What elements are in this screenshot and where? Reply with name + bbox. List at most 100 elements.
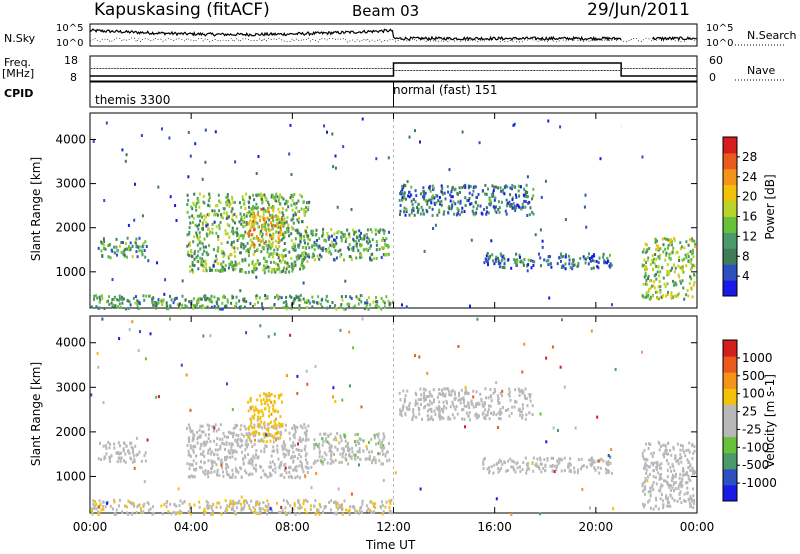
velocity-noise-cell <box>350 492 353 496</box>
velocity-noise-cell <box>561 318 563 322</box>
velocity-noise-cell <box>457 345 460 348</box>
velocity-noise-cell <box>612 507 615 511</box>
velocity-noise-cell <box>278 511 280 515</box>
power-noise-cell <box>512 123 515 127</box>
velocity-echo-region-2 <box>247 392 284 444</box>
freq-tick-top: 18 <box>64 54 78 67</box>
velocity-noise-cell <box>574 426 577 430</box>
power-noise-cell <box>290 173 293 176</box>
power-noise-cell <box>204 160 207 164</box>
nave-tick-top: 60 <box>709 54 723 67</box>
velocity-colorbar-segment <box>723 356 737 373</box>
nsky-tick-top: 10^5 <box>56 23 84 34</box>
velocity-y-tick-label: 1000 <box>55 469 86 483</box>
velocity-noise-cell <box>296 374 299 378</box>
velocity-noise-cell <box>418 355 421 359</box>
velocity-noise-cell <box>289 333 292 337</box>
nave-tick-bottom: 0 <box>709 71 716 84</box>
power-noise-cell <box>163 292 166 296</box>
power-noise-cell <box>141 214 144 218</box>
velocity-noise-cell <box>269 507 272 511</box>
velocity-data-gap <box>621 317 642 512</box>
power-noise-cell <box>408 195 411 199</box>
velocity-noise-cell <box>226 382 228 386</box>
power-noise-cell <box>585 225 588 229</box>
velocity-noise-cell <box>539 412 542 416</box>
velocity-noise-cell <box>347 509 350 513</box>
velocity-noise-cell <box>231 408 234 411</box>
velocity-noise-cell <box>285 374 288 378</box>
velocity-colorbar-segment <box>723 436 737 454</box>
velocity-noise-cell <box>296 392 299 395</box>
power-noise-cell <box>292 213 295 217</box>
velocity-noise-cell <box>609 455 612 459</box>
velocity-noise-cell <box>545 440 548 444</box>
velocity-noise-cell <box>581 487 584 491</box>
power-noise-cell <box>584 193 587 197</box>
power-noise-cell <box>306 254 309 258</box>
cpid-mode-2: normal (fast) 151 <box>393 83 498 97</box>
velocity-noise-cell <box>614 367 617 371</box>
velocity-noise-cell <box>394 471 397 475</box>
velocity-noise-cell <box>128 328 131 332</box>
power-noise-cell <box>175 219 178 222</box>
x-tick-label: 20:00 <box>579 520 614 534</box>
power-noise-cell <box>461 130 464 134</box>
velocity-noise-cell <box>102 401 105 404</box>
power-noise-cell <box>111 278 114 281</box>
power-noise-cell <box>198 223 200 227</box>
power-noise-cell <box>401 303 403 307</box>
power-noise-cell <box>478 141 481 145</box>
velocity-noise-cell <box>303 474 306 478</box>
freq-label: Freq. <box>4 56 32 69</box>
velocity-noise-cell <box>361 317 364 321</box>
power-noise-cell <box>423 249 426 253</box>
velocity-colorbar-tick-label: -500 <box>742 458 769 472</box>
nsky-tick-bottom: 10^0 <box>56 38 84 49</box>
x-tick-label: 04:00 <box>174 520 209 534</box>
velocity-y-tick-label: 4000 <box>55 336 86 350</box>
velocity-noise-cell <box>306 382 309 386</box>
x-axis-label: Time UT <box>366 538 416 552</box>
power-noise-cell <box>164 278 167 282</box>
velocity-noise-cell <box>118 337 121 341</box>
power-noise-cell <box>194 142 197 146</box>
velocity-noise-cell <box>137 349 140 352</box>
nsearch-trace <box>89 37 698 43</box>
velocity-noise-cell <box>149 332 152 336</box>
power-noise-cell <box>266 265 269 269</box>
x-tick-label: 00:00 <box>73 520 108 534</box>
power-data-gap <box>621 114 642 307</box>
velocity-noise-cell <box>495 381 498 385</box>
power-noise-cell <box>156 261 158 265</box>
velocity-noise-cell <box>146 438 149 442</box>
velocity-noise-cell <box>180 363 183 367</box>
power-noise-cell <box>611 303 613 307</box>
power-noise-cell <box>641 155 644 159</box>
power-echo-region-4 <box>398 183 535 217</box>
power-noise-cell <box>133 218 136 222</box>
power-noise-cell <box>434 223 437 227</box>
power-noise-cell <box>289 123 292 127</box>
nsearch-label: N.Search <box>747 29 797 42</box>
velocity-noise-cell <box>101 317 104 321</box>
power-noise-cell <box>147 259 150 263</box>
power-noise-cell <box>205 224 208 228</box>
power-colorbar-tick-label: 16 <box>742 210 757 224</box>
power-noise-cell <box>448 168 451 172</box>
velocity-noise-cell <box>495 497 498 501</box>
power-noise-cell <box>189 154 192 158</box>
power-noise-cell <box>541 239 544 243</box>
power-y-tick-label: 4000 <box>55 132 86 146</box>
velocity-noise-cell <box>341 398 344 402</box>
velocity-noise-cell <box>267 335 270 339</box>
nave-label: Nave <box>747 64 776 77</box>
power-noise-cell <box>564 218 567 221</box>
power-colorbar-segment <box>723 168 737 186</box>
velocity-noise-cell <box>640 350 643 354</box>
power-noise-cell <box>125 153 128 157</box>
power-noise-cell <box>212 264 215 268</box>
velocity-colorbar-segment <box>723 388 737 405</box>
power-noise-cell <box>140 134 143 137</box>
velocity-noise-cell <box>90 393 93 397</box>
